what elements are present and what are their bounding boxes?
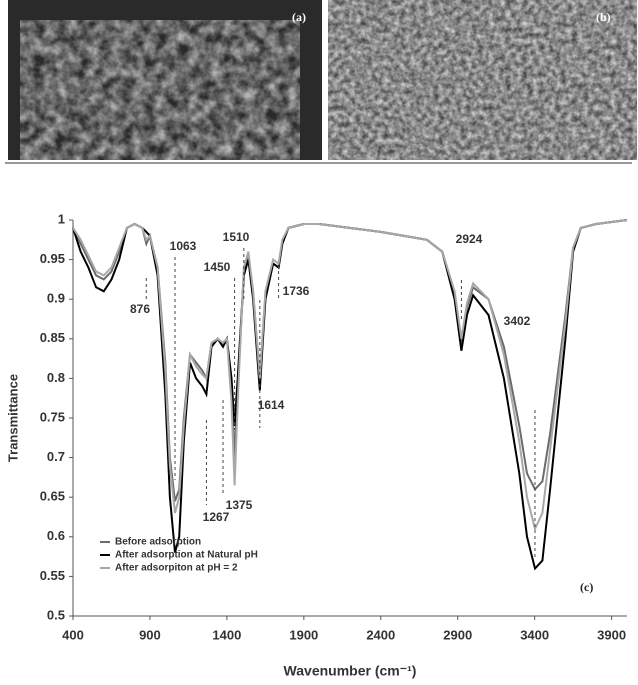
x-tick-label: 2900 [443, 627, 472, 642]
y-tick-label: 0.7 [47, 449, 65, 464]
y-tick-label: 0.85 [40, 330, 65, 345]
x-axis-label: Wavenumber (cm⁻¹) [284, 663, 417, 679]
x-tick-label: 3900 [597, 627, 626, 642]
y-tick-label: 1 [58, 211, 65, 226]
peak-label: 1614 [258, 398, 285, 412]
x-tick-label: 900 [139, 627, 161, 642]
panel-label: (c) [580, 580, 593, 594]
y-tick-label: 0.95 [40, 251, 65, 266]
peak-label: 3402 [504, 314, 531, 328]
x-tick-label: 1900 [289, 627, 318, 642]
peak-label: 1450 [204, 260, 231, 274]
y-tick-label: 0.8 [47, 370, 65, 385]
x-tick-label: 1400 [212, 627, 241, 642]
legend-label: Before adsorption [115, 537, 201, 548]
peak-label: 1510 [223, 230, 250, 244]
legend-label: After adsorption at Natural pH [115, 550, 258, 561]
y-tick-label: 0.9 [47, 291, 65, 306]
peak-label: 1736 [283, 284, 310, 298]
sem-texture-a [20, 20, 300, 160]
y-tick-label: 0.75 [40, 409, 65, 424]
panel-label: (b) [596, 10, 611, 24]
y-tick-label: 0.55 [40, 568, 65, 583]
legend-label: After adsorpiton at pH = 2 [115, 563, 238, 574]
sem-texture-b [328, 0, 637, 160]
x-tick-label: 3400 [520, 627, 549, 642]
panel-label: (a) [292, 10, 306, 24]
y-tick-label: 0.5 [47, 607, 65, 622]
peak-label: 1063 [170, 239, 197, 253]
y-tick-label: 0.65 [40, 489, 65, 504]
peak-label: 1375 [226, 498, 253, 512]
x-tick-label: 400 [62, 627, 84, 642]
y-tick-label: 0.6 [47, 528, 65, 543]
peak-label: 876 [130, 302, 150, 316]
x-tick-label: 2400 [366, 627, 395, 642]
series-line [72, 219, 628, 571]
y-axis-label: Transmittance [5, 374, 20, 462]
peak-label: 1267 [203, 510, 230, 524]
peak-label: 2924 [456, 232, 483, 246]
